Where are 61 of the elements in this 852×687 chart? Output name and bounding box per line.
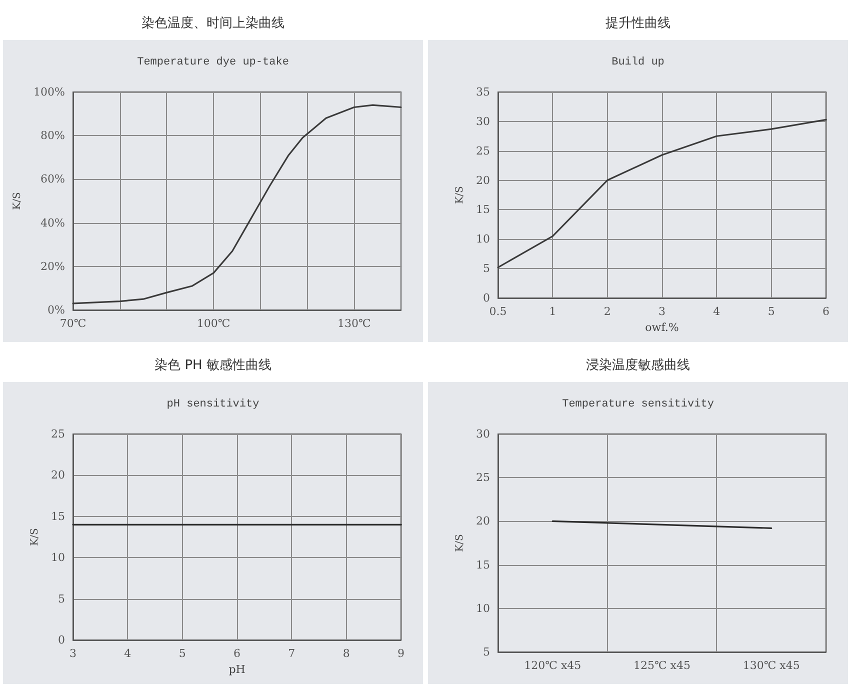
chart-subtitle: pH sensitivity — [166, 398, 260, 410]
y-axis-title: K/S — [454, 186, 466, 204]
x-tick-label: 1 — [549, 305, 556, 318]
chart-title: 提升性曲线 — [606, 16, 670, 31]
y-tick-label: 0 — [483, 292, 490, 304]
y-tick-label: 40% — [40, 216, 65, 230]
y-axis-title: K/S — [30, 528, 41, 546]
y-tick-label: 60% — [40, 172, 65, 186]
x-tick-label: 130℃ x45 — [742, 659, 800, 672]
chart-title: 染色温度、时间上染曲线 — [142, 15, 284, 31]
x-tick-label: 100℃ — [196, 317, 230, 330]
y-tick-label: 10 — [476, 602, 490, 615]
x-axis-title: pH — [228, 662, 246, 676]
y-axis-title: K/S — [454, 534, 466, 552]
y-tick-label: 30 — [476, 114, 490, 128]
y-tick-label: 25 — [476, 144, 490, 158]
line-series — [72, 104, 402, 304]
line-series — [497, 118, 827, 268]
chart-subtitle: Build up — [612, 56, 664, 68]
y-tick-label: 20 — [476, 174, 490, 187]
x-tick-label: 4 — [713, 305, 720, 318]
y-tick-label: 25 — [476, 471, 490, 484]
chart-title: 浸染温度敏感曲线 — [586, 357, 690, 373]
x-tick-label: 5 — [768, 305, 775, 318]
y-tick-label: 25 — [51, 428, 65, 440]
chart-subtitle: Temperature sensitivity — [562, 398, 714, 410]
y-tick-label: 15 — [476, 203, 490, 216]
y-tick-label: 30 — [476, 428, 490, 440]
y-tick-label: 15 — [51, 510, 65, 523]
chart-title: 染色 PH 敏感性曲线 — [154, 358, 272, 373]
y-tick-label: 0% — [48, 304, 65, 316]
x-tick-label: 130℃ — [337, 317, 371, 330]
x-tick-label: 3 — [70, 647, 76, 660]
y-tick-label: 20 — [51, 468, 65, 482]
y-tick-label: 35 — [476, 86, 490, 98]
y-tick-label: 5 — [483, 262, 490, 276]
y-tick-label: 0 — [58, 634, 65, 646]
y-tick-label: 20 — [476, 514, 490, 528]
y-tick-label: 80% — [40, 129, 65, 142]
x-tick-label: 3 — [658, 305, 666, 318]
y-tick-label: 10 — [476, 232, 490, 246]
x-tick-label: 2 — [604, 305, 611, 318]
x-tick-label: 5 — [178, 647, 186, 660]
chart-subtitle: Temperature dye up-take — [137, 56, 289, 68]
x-tick-label: 7 — [288, 647, 296, 660]
y-tick-label: 10 — [51, 551, 65, 564]
x-axis-title: owf.% — [645, 320, 679, 334]
x-tick-label: 9 — [398, 647, 404, 660]
y-tick-label: 20% — [40, 260, 65, 273]
x-tick-label: 4 — [124, 647, 132, 660]
x-tick-label: 125℃ x45 — [634, 659, 690, 672]
y-tick-label: 5 — [58, 592, 65, 606]
y-axis-title: K/S — [12, 192, 24, 210]
y-tick-label: 100% — [34, 86, 65, 98]
x-tick-label: 70℃ — [60, 317, 86, 330]
x-tick-label: 0.5 — [489, 305, 507, 318]
y-tick-label: 15 — [476, 558, 490, 572]
x-tick-label: 8 — [342, 647, 350, 660]
x-tick-label: 120℃ x45 — [524, 659, 582, 672]
x-tick-label: 6 — [822, 305, 830, 318]
x-tick-label: 6 — [234, 647, 240, 660]
